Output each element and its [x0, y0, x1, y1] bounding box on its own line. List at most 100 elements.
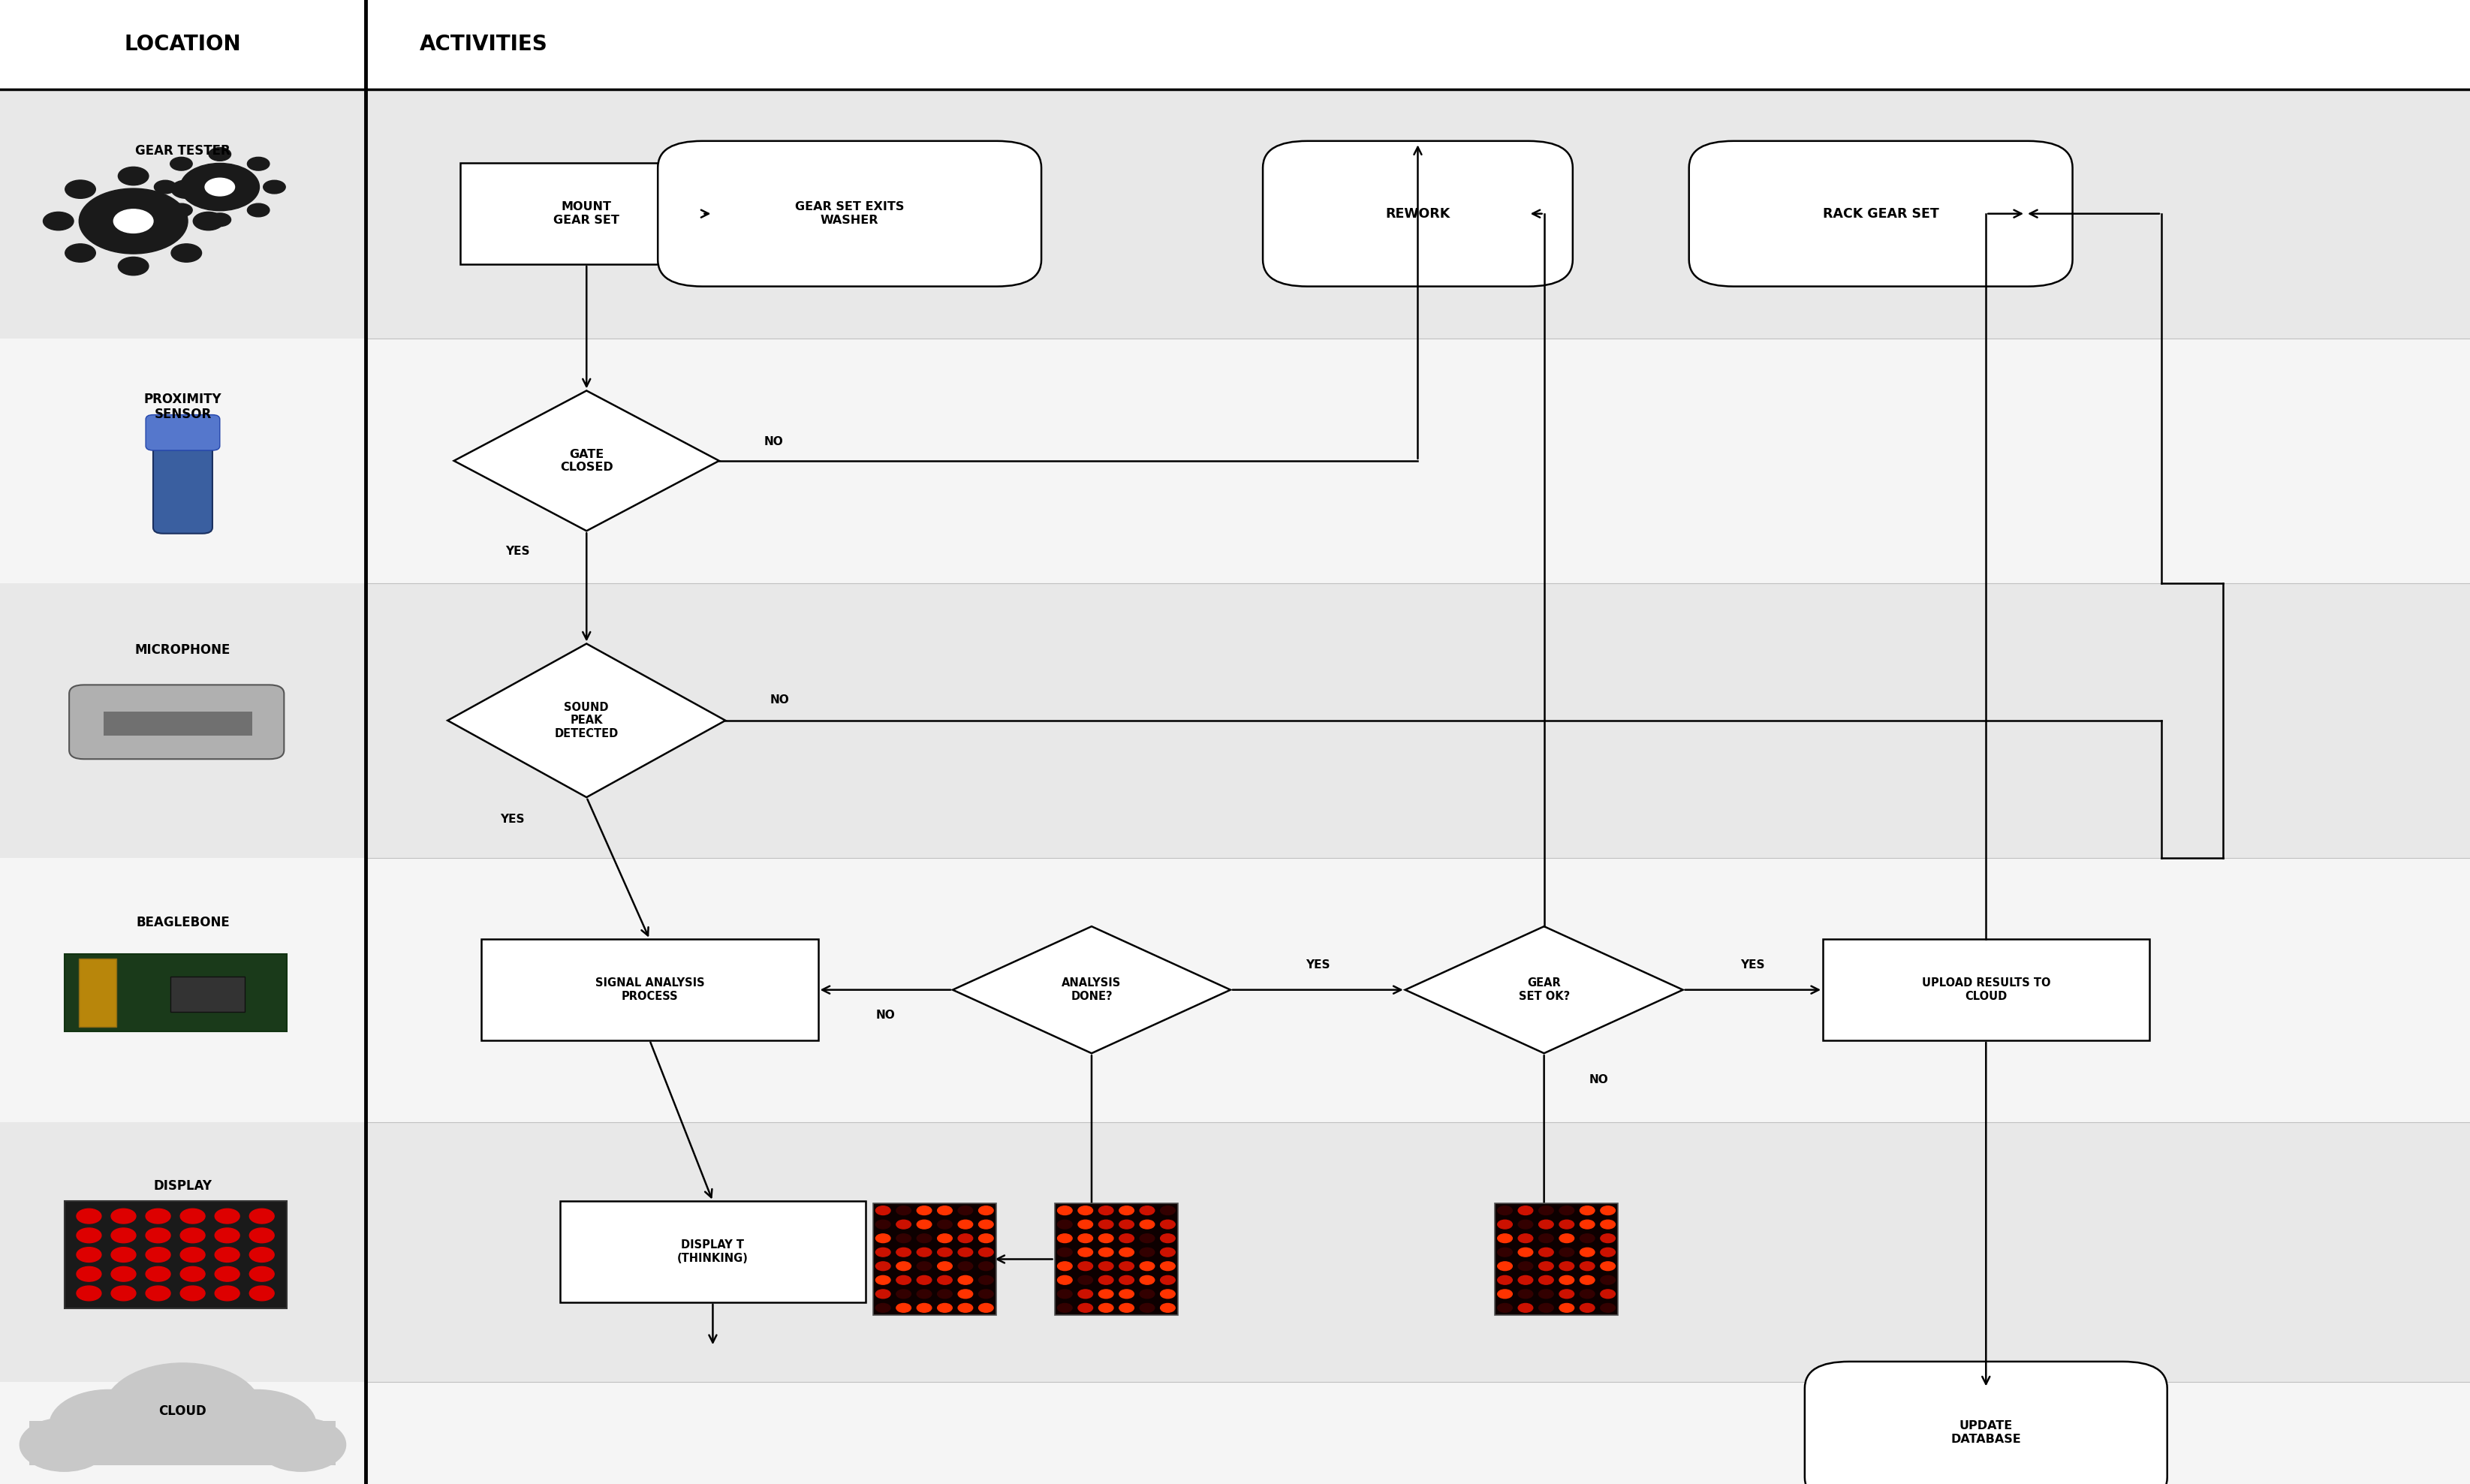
Circle shape — [180, 1209, 205, 1224]
Circle shape — [877, 1248, 889, 1257]
Circle shape — [1139, 1303, 1153, 1312]
Bar — [64, 954, 287, 1031]
Circle shape — [1497, 1276, 1512, 1285]
Bar — [0, 0, 2470, 89]
Text: ACTIVITIES: ACTIVITIES — [420, 34, 548, 55]
Circle shape — [1539, 1220, 1554, 1229]
Circle shape — [1119, 1290, 1134, 1298]
Circle shape — [916, 1233, 931, 1242]
Circle shape — [877, 1206, 889, 1215]
Circle shape — [153, 181, 175, 193]
Circle shape — [249, 1209, 274, 1224]
Circle shape — [1161, 1206, 1176, 1215]
Circle shape — [1539, 1206, 1554, 1215]
Text: GATE
CLOSED: GATE CLOSED — [561, 448, 613, 473]
Circle shape — [958, 1276, 973, 1285]
Circle shape — [1539, 1290, 1554, 1298]
Circle shape — [1601, 1233, 1615, 1242]
Circle shape — [180, 1229, 205, 1244]
Bar — [170, 976, 245, 1012]
Circle shape — [111, 1267, 136, 1282]
Circle shape — [205, 178, 235, 196]
Circle shape — [249, 1267, 274, 1282]
Circle shape — [1497, 1220, 1512, 1229]
Bar — [104, 712, 252, 736]
Circle shape — [1519, 1261, 1534, 1270]
Circle shape — [180, 163, 259, 211]
Circle shape — [146, 1267, 170, 1282]
Polygon shape — [447, 644, 726, 797]
Circle shape — [1497, 1206, 1512, 1215]
Text: MOUNT
GEAR SET: MOUNT GEAR SET — [553, 202, 620, 226]
Polygon shape — [1405, 926, 1682, 1054]
Circle shape — [1057, 1261, 1072, 1270]
Circle shape — [1519, 1220, 1534, 1229]
Circle shape — [1057, 1290, 1072, 1298]
Circle shape — [978, 1276, 993, 1285]
Circle shape — [114, 209, 153, 233]
Circle shape — [1099, 1290, 1114, 1298]
Circle shape — [1161, 1303, 1176, 1312]
Circle shape — [249, 1229, 274, 1244]
Circle shape — [978, 1261, 993, 1270]
Circle shape — [1581, 1261, 1596, 1270]
Bar — [0, 338, 2470, 583]
Circle shape — [1161, 1248, 1176, 1257]
Circle shape — [1119, 1248, 1134, 1257]
Circle shape — [215, 1248, 240, 1261]
Circle shape — [170, 203, 193, 217]
Circle shape — [1539, 1261, 1554, 1270]
Circle shape — [877, 1290, 889, 1298]
Circle shape — [978, 1206, 993, 1215]
Circle shape — [1519, 1206, 1534, 1215]
Circle shape — [77, 1285, 101, 1300]
Circle shape — [939, 1220, 951, 1229]
Circle shape — [1099, 1276, 1114, 1285]
Bar — [30, 1422, 336, 1466]
Bar — [0, 1382, 2470, 1484]
Circle shape — [978, 1303, 993, 1312]
Circle shape — [1077, 1276, 1092, 1285]
Circle shape — [1077, 1290, 1092, 1298]
Circle shape — [180, 1285, 205, 1300]
Circle shape — [1161, 1220, 1176, 1229]
Circle shape — [1581, 1290, 1596, 1298]
Circle shape — [1139, 1248, 1153, 1257]
Circle shape — [1601, 1290, 1615, 1298]
Circle shape — [1497, 1233, 1512, 1242]
Circle shape — [1581, 1248, 1596, 1257]
Circle shape — [64, 243, 96, 263]
Text: MICROPHONE: MICROPHONE — [136, 644, 230, 657]
Circle shape — [1539, 1276, 1554, 1285]
Circle shape — [1119, 1206, 1134, 1215]
Circle shape — [939, 1206, 951, 1215]
Circle shape — [1139, 1233, 1153, 1242]
Circle shape — [77, 1209, 101, 1224]
Circle shape — [77, 1267, 101, 1282]
Circle shape — [77, 1248, 101, 1261]
Circle shape — [249, 1248, 274, 1261]
Circle shape — [897, 1261, 911, 1270]
Circle shape — [958, 1220, 973, 1229]
Circle shape — [1519, 1233, 1534, 1242]
Circle shape — [939, 1248, 951, 1257]
Bar — [482, 939, 818, 1040]
Text: NO: NO — [877, 1009, 894, 1021]
Circle shape — [170, 157, 193, 171]
Circle shape — [1077, 1261, 1092, 1270]
Circle shape — [119, 166, 148, 186]
Text: REWORK: REWORK — [1386, 206, 1450, 221]
Circle shape — [1057, 1248, 1072, 1257]
Circle shape — [978, 1248, 993, 1257]
Bar — [0, 858, 2470, 1122]
Circle shape — [958, 1303, 973, 1312]
Circle shape — [897, 1206, 911, 1215]
Circle shape — [1559, 1220, 1573, 1229]
Circle shape — [1581, 1206, 1596, 1215]
Circle shape — [1099, 1303, 1114, 1312]
Circle shape — [877, 1303, 889, 1312]
Circle shape — [1099, 1248, 1114, 1257]
Circle shape — [1539, 1303, 1554, 1312]
Circle shape — [215, 1209, 240, 1224]
Circle shape — [1601, 1303, 1615, 1312]
